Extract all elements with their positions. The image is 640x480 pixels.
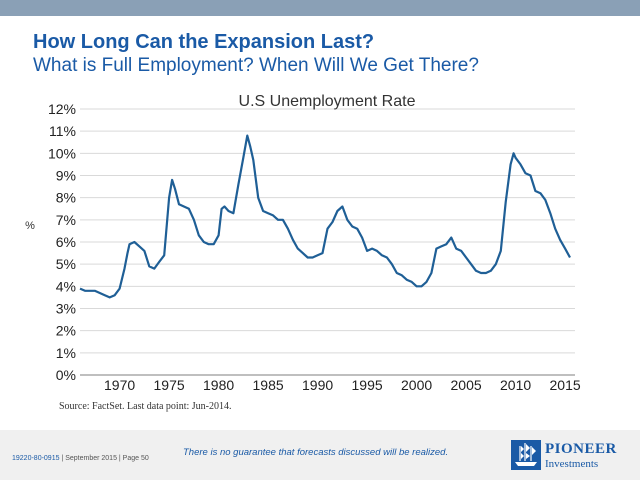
y-tick-label: 3%: [56, 301, 76, 317]
slide-subheading: What is Full Employment? When Will We Ge…: [33, 55, 479, 76]
job-id: 19220-80-0915: [12, 455, 60, 462]
source-note: Source: FactSet. Last data point: Jun-20…: [59, 401, 232, 412]
x-tick-label: 2000: [401, 377, 432, 393]
y-tick-label: 9%: [56, 168, 76, 184]
x-tick-label: 2010: [500, 377, 531, 393]
disclaimer-text: There is no guarantee that forecasts dis…: [183, 447, 449, 458]
unemployment-chart: 0%1%2%3%4%5%6%7%8%9%10%11%12% 1970 1975 19…: [25, 93, 581, 393]
x-tick-label: 2005: [451, 377, 482, 393]
job-code: 19220-80-0915 | September 2015 | Page 50: [12, 455, 149, 462]
y-tick-label: 10%: [48, 145, 76, 161]
ship-icon: [511, 440, 541, 470]
x-tick-label: 1990: [302, 377, 333, 393]
top-banner: [0, 0, 640, 16]
y-tick-label: 7%: [56, 212, 76, 228]
chart-title: U.S Unemployment Rate: [239, 93, 416, 110]
y-tick-label: 1%: [56, 345, 76, 361]
x-tick-label: 1985: [253, 377, 284, 393]
y-axis-tick-labels: 0% 1% 2% 3% 4% 5% 6% 7% 8% 9% 10% 11% 12%: [48, 101, 76, 383]
x-tick-label: 1995: [352, 377, 383, 393]
x-tick-label: 1980: [203, 377, 234, 393]
job-details: | September 2015 | Page 50: [59, 455, 149, 462]
y-tick-label: 6%: [56, 234, 76, 250]
y-tick-label: 12%: [48, 101, 76, 117]
logo-subtitle: Investments: [545, 458, 599, 470]
y-tick-label: 11%: [49, 123, 76, 139]
unemployment-rate-line: [79, 134, 571, 299]
x-tick-label: 2015: [550, 377, 581, 393]
x-axis-tick-labels: 1970 1975 1980 1985 1990 1995 2000 2005 2010 2015: [104, 377, 581, 393]
pioneer-logo: PIONEER Investments: [511, 440, 631, 472]
x-tick-label: 1975: [154, 377, 185, 393]
y-tick-label: 4%: [56, 278, 76, 294]
chart-gridlines: [80, 108, 575, 354]
y-axis-label: %: [25, 220, 35, 232]
slide-heading: How Long Can the Expansion Last?: [33, 31, 375, 53]
y-tick-label: 5%: [56, 256, 76, 272]
logo-name: PIONEER: [545, 441, 617, 457]
y-tick-label: 2%: [56, 323, 76, 339]
x-tick-label: 1970: [104, 377, 135, 393]
y-tick-label: 8%: [56, 190, 76, 206]
y-tick-label: 0%: [56, 367, 76, 383]
